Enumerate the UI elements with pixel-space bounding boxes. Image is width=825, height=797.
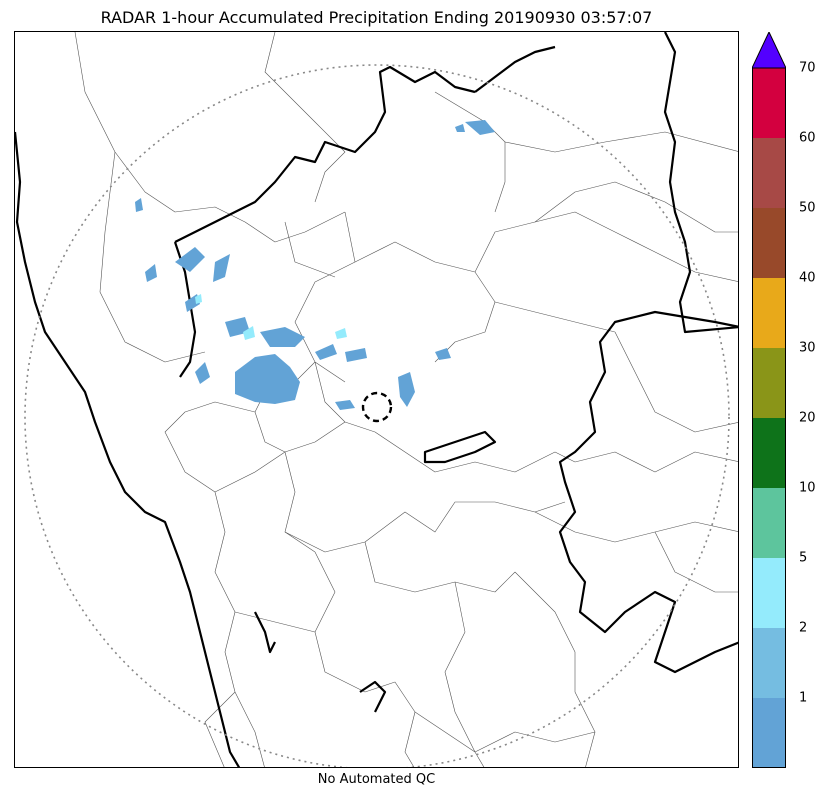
precipitation-moderate xyxy=(195,294,347,340)
qc-footer: No Automated QC xyxy=(317,772,436,787)
precipitation-echoes xyxy=(135,120,495,410)
colorbar-tick-label: 1 xyxy=(799,690,808,706)
colorbar-tick-label: 10 xyxy=(799,480,816,496)
colorbar-bin xyxy=(752,698,786,768)
state-boundaries xyxy=(15,32,738,767)
colorbar-tick-label: 70 xyxy=(799,60,816,76)
map-title: RADAR 1-hour Accumulated Precipitation E… xyxy=(100,8,653,27)
colorbar-tick-label: 60 xyxy=(799,130,816,146)
radar-range-ring xyxy=(24,64,730,767)
colorbar-tick-label: 2 xyxy=(799,620,808,636)
colorbar-tick-label: 30 xyxy=(799,340,816,356)
radar-site-marker xyxy=(361,391,393,423)
colorbar-bin xyxy=(752,68,786,138)
colorbar-bin xyxy=(752,628,786,698)
precipitation-colorbar xyxy=(752,32,786,768)
colorbar-bin xyxy=(752,138,786,208)
colorbar-frame xyxy=(752,67,786,768)
colorbar-tick-label: 20 xyxy=(799,410,816,426)
colorbar-tick-label: 5 xyxy=(799,550,808,566)
colorbar-bin xyxy=(752,208,786,278)
district-boundaries xyxy=(74,32,738,767)
colorbar-bin xyxy=(752,278,786,348)
radar-map[interactable] xyxy=(14,31,739,768)
colorbar-bin xyxy=(752,348,786,418)
colorbar-tick-label: 50 xyxy=(799,200,816,216)
map-canvas xyxy=(15,32,738,767)
colorbar-bin xyxy=(752,418,786,488)
colorbar-extend-triangle xyxy=(752,32,786,69)
colorbar-bin xyxy=(752,488,786,558)
colorbar-tick-label: 40 xyxy=(799,270,816,286)
colorbar-bin xyxy=(752,558,786,628)
